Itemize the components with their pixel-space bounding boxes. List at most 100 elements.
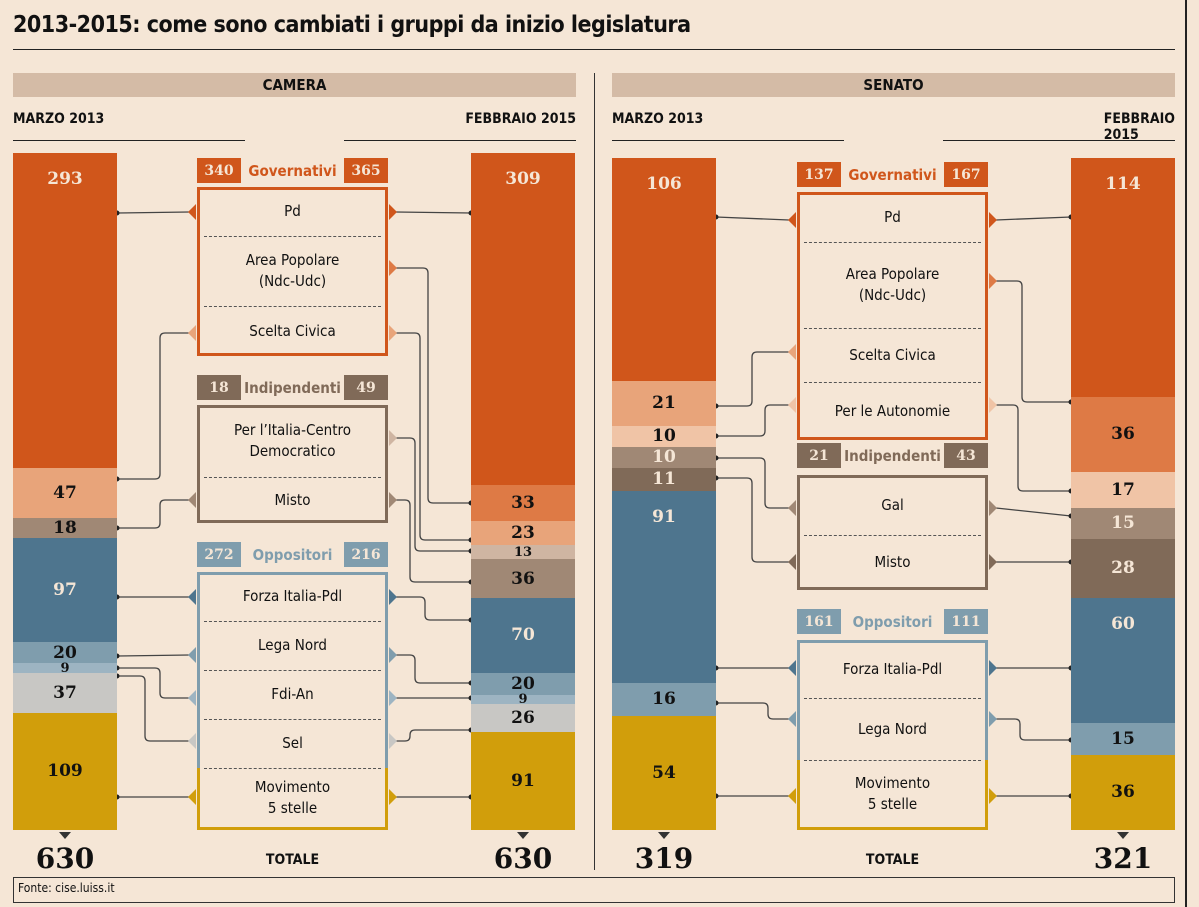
party-row: Movimento 5 stelle (797, 760, 988, 830)
bar-segment: 36 (1071, 396, 1175, 472)
period-label-end: FEBBRAIO 2015 (1103, 111, 1175, 143)
group-count-2015: 216 (344, 542, 388, 567)
row-divider (204, 477, 381, 478)
arrow-left-icon (188, 733, 196, 749)
connector-line (995, 216, 1072, 221)
period-rule (344, 140, 576, 141)
arrow-right-icon (389, 325, 397, 341)
bar-segment: 28 (1071, 539, 1175, 598)
connector-line (716, 351, 789, 407)
bar-segment: 97 (13, 537, 117, 642)
arrow-right-icon (389, 733, 397, 749)
connector-line (117, 667, 189, 699)
bar-segment: 18 (13, 518, 117, 538)
connector-line (716, 477, 789, 563)
party-row: Lega Nord (258, 636, 327, 654)
group-box: Forza Italia-Pdl Lega Nord Movimento 5 ste… (797, 640, 988, 830)
group-header-governativi: 137 Governativi 167 (797, 162, 988, 187)
bar-segment: 33 (471, 485, 575, 521)
bar-segment: 9 (471, 692, 575, 707)
arrow-right-icon (389, 492, 397, 508)
total-value: 319 (634, 842, 694, 875)
connector-line (117, 675, 189, 742)
group-count-2013: 272 (197, 542, 241, 567)
party-row: Misto (874, 553, 911, 571)
total-pointer-icon (1117, 832, 1129, 839)
group-name: Governativi (248, 161, 337, 180)
arrow-right-icon (989, 212, 997, 228)
row-divider (204, 768, 381, 769)
bar-segment: 10 (612, 425, 716, 447)
party-row: Fdi-An (271, 685, 314, 703)
connector-line (117, 499, 189, 529)
party-row: Per l’Italia-Centro Democratico (234, 421, 351, 460)
connector-line (117, 332, 189, 480)
row-divider (804, 698, 981, 699)
bar-segment: 10 (612, 446, 716, 468)
bar-segment: 37 (13, 673, 117, 713)
bar-segment: 13 (471, 545, 575, 560)
arrow-right-icon (989, 397, 997, 413)
arrow-left-icon (188, 789, 196, 805)
section-divider (594, 73, 595, 870)
bar-segment: 36 (1071, 754, 1175, 830)
period-rule (943, 140, 1175, 141)
period-label-end: FEBBRAIO 2015 (465, 111, 576, 127)
row-divider (204, 236, 381, 237)
group-box: Per l’Italia-Centro Democratico Misto (197, 405, 388, 523)
group-name: Indipendenti (244, 378, 341, 397)
party-row: Per le Autonomie (834, 401, 951, 420)
group-header-indipendenti: 18 Indipendenti 49 (197, 375, 388, 400)
connector-line (396, 499, 471, 583)
arrow-left-icon (188, 647, 196, 663)
group-count-2015: 167 (944, 162, 988, 187)
connector-line (715, 216, 790, 221)
arrow-right-icon (389, 647, 397, 663)
arrow-right-icon (989, 660, 997, 676)
arrow-left-icon (788, 212, 796, 228)
total-label: TOTALE (265, 852, 320, 868)
party-row: Pd (284, 202, 301, 220)
arrow-left-icon (188, 589, 196, 605)
connector-line (995, 507, 1072, 517)
bar-segment: 106 (612, 158, 716, 382)
arrow-left-icon (788, 554, 796, 570)
bar-segment: 26 (471, 704, 575, 733)
group-box: Pd Area Popolare (Ndc-Udc) Scelta Civica (197, 187, 388, 356)
bar-segment: 15 (1071, 507, 1175, 539)
group-name: Oppositori (852, 612, 933, 631)
connector-line (396, 267, 471, 504)
frame-border (1185, 0, 1187, 907)
arrow-right-icon (389, 260, 397, 276)
party-row: Scelta Civica (849, 345, 936, 364)
bar-segment: 91 (612, 490, 716, 683)
arrow-right-icon (389, 589, 397, 605)
group-header-oppositori: 161 Oppositori 111 (797, 609, 988, 634)
total-label: TOTALE (865, 852, 920, 868)
connector-line (996, 718, 1071, 741)
connector-line (396, 729, 471, 742)
bar-segment: 54 (612, 716, 716, 830)
arrow-left-icon (188, 492, 196, 508)
arrow-right-icon (989, 273, 997, 289)
bar-segment: 70 (471, 597, 575, 674)
party-row: Pd (884, 207, 901, 226)
bar-segment: 47 (13, 467, 117, 519)
arrow-right-icon (989, 500, 997, 516)
group-box: Pd Area Popolare (Ndc-Udc) Scelta Civica Pe… (797, 192, 988, 440)
total-value: 321 (1093, 842, 1153, 875)
row-divider (804, 760, 981, 761)
arrow-left-icon (788, 660, 796, 676)
row-divider (204, 719, 381, 720)
arrow-left-icon (188, 204, 196, 220)
bar-segment: 11 (612, 467, 716, 491)
connector-line (996, 404, 1071, 492)
group-header-indipendenti: 21 Indipendenti 43 (797, 443, 988, 468)
arrow-right-icon (389, 204, 397, 220)
group-count-2013: 21 (797, 443, 841, 468)
row-divider (804, 535, 981, 536)
party-row: Misto (274, 490, 311, 509)
party-row: Movimento 5 stelle (197, 768, 388, 830)
group-box: Forza Italia-Pdl Lega Nord Fdi-An Sel Movime… (197, 572, 388, 830)
